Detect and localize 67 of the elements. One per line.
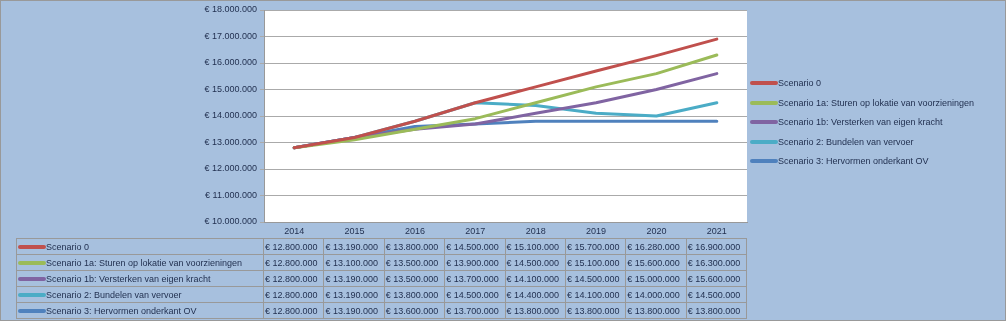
x-tick-label: 2015 <box>344 225 365 236</box>
y-tick-label: € 17.000.000 <box>204 30 257 41</box>
data-label: € 12.800.000 <box>263 270 324 287</box>
data-label: € 16.300.000 <box>686 254 747 271</box>
data-label: € 13.800.000 <box>565 302 626 319</box>
text: Scenario 2: Bundelen van vervoer <box>46 289 182 300</box>
y-tick-label: € 13.000.000 <box>204 136 257 147</box>
data-label: € 12.800.000 <box>263 238 324 255</box>
data-label: € 15.600.000 <box>625 254 687 271</box>
legend-label: Scenario 3: Hervormen onderkant OV <box>778 156 929 166</box>
data-label: € 14.500.000 <box>565 270 626 287</box>
data-label: € 13.190.000 <box>323 270 385 287</box>
y-tick-label: € 12.000.000 <box>204 163 257 174</box>
data-label: € 13.800.000 <box>505 302 566 319</box>
data-label: € 14.100.000 <box>565 286 626 303</box>
data-label: € 14.500.000 <box>686 286 747 303</box>
data-label: € 13.190.000 <box>323 286 385 303</box>
y-tick-label: € 14.000.000 <box>204 110 257 121</box>
y-tick-label: € 15.000.000 <box>204 83 257 94</box>
data-label: € 13.800.000 <box>384 286 445 303</box>
data-label: € 13.800.000 <box>384 238 445 255</box>
data-label: € 13.600.000 <box>384 302 445 319</box>
data-label: € 14.500.000 <box>444 286 505 303</box>
data-label: € 12.800.000 <box>263 302 324 319</box>
x-tick-label: 2020 <box>646 225 667 236</box>
x-tick-label: 2021 <box>706 225 727 236</box>
data-label: € 15.600.000 <box>686 270 747 287</box>
legend-label: Scenario 2: Bundelen van vervoer <box>778 136 914 147</box>
data-label: € 13.700.000 <box>444 302 505 319</box>
text: Scenario 3: Hervormen onderkant OV <box>46 305 197 316</box>
legend-label: Scenario 1b: Versterken van eigen kracht <box>778 117 943 127</box>
y-tick-label: € 16.000.000 <box>204 57 257 68</box>
data-label: € 13.100.000 <box>323 254 385 271</box>
text: Scenario 0 <box>46 241 90 252</box>
data-label: € 14.500.000 <box>505 254 566 271</box>
data-label: € 15.100.000 <box>505 238 566 255</box>
x-tick-label: 2018 <box>525 225 546 236</box>
x-tick-label: 2019 <box>586 225 607 236</box>
y-tick-label: € 11.000.000 <box>205 189 257 200</box>
data-label: € 15.000.000 <box>625 270 687 287</box>
data-label: € 16.280.000 <box>625 238 687 255</box>
data-label: € 14.000.000 <box>625 286 687 303</box>
data-label: € 13.190.000 <box>323 302 385 319</box>
data-label: € 16.900.000 <box>686 238 747 255</box>
data-label: € 13.900.000 <box>444 254 505 271</box>
data-label: € 15.700.000 <box>565 238 626 255</box>
data-label: € 14.100.000 <box>505 270 566 287</box>
x-tick-label: 2014 <box>284 225 305 236</box>
data-label: € 12.800.000 <box>263 254 324 271</box>
data-label: € 13.190.000 <box>323 238 385 255</box>
data-label: € 13.800.000 <box>625 302 687 319</box>
data-label: € 13.500.000 <box>384 270 445 287</box>
data-label: € 14.500.000 <box>444 238 505 255</box>
data-label: € 13.800.000 <box>686 302 747 319</box>
legend-label: Scenario 0 <box>778 78 822 88</box>
y-tick-label: € 10.000.000 <box>204 216 257 227</box>
y-tick-label: € 18.000.000 <box>204 4 257 15</box>
text: Scenario 1a: Sturen op lokatie van voorzieningen <box>46 257 243 268</box>
text: Scenario 1b: Versterken van eigen kracht <box>46 273 211 284</box>
data-label: € 15.100.000 <box>565 254 626 271</box>
data-label: € 12.800.000 <box>263 286 324 303</box>
data-label: € 13.500.000 <box>384 254 445 271</box>
x-tick-label: 2016 <box>404 225 425 236</box>
x-tick-label: 2017 <box>465 225 486 236</box>
data-label: € 13.700.000 <box>444 270 505 287</box>
data-label: € 14.400.000 <box>505 286 566 303</box>
legend-label: Scenario 1a: Sturen op lokatie van voorzieningen <box>778 97 975 108</box>
